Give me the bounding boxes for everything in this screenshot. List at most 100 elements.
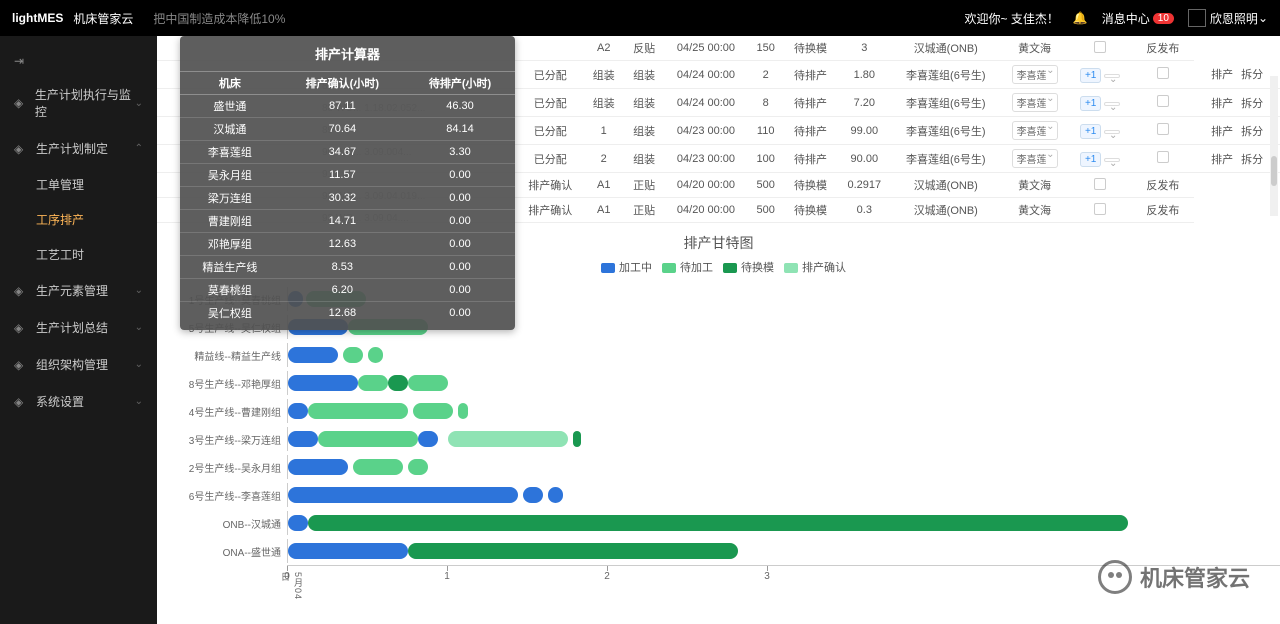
nav-sub-item[interactable]: 工艺工时	[0, 237, 157, 272]
row-action[interactable]: 排产	[1211, 69, 1233, 81]
gantt-segment[interactable]	[288, 459, 348, 475]
bell-icon[interactable]: 🔔	[1073, 11, 1088, 25]
more-dropdown[interactable]	[1104, 74, 1120, 78]
row-checkbox[interactable]	[1157, 123, 1169, 135]
nav-group[interactable]: ◈生产计划总结⌄	[0, 309, 157, 346]
gantt-row-label: 6号生产线--李喜莲组	[167, 488, 287, 503]
product-name: 机床管家云	[73, 10, 133, 27]
row-action[interactable]: 拆分	[1241, 154, 1263, 166]
welcome-text: 欢迎你~ 支佳杰！	[964, 10, 1058, 27]
calc-row: 盛世通87.1146.30	[180, 95, 515, 118]
calc-row: 曹建刚组14.710.00	[180, 210, 515, 233]
chevron-icon: ⌃	[135, 143, 143, 154]
more-dropdown[interactable]	[1104, 130, 1120, 134]
nav-sub-item[interactable]: 工序排产	[0, 202, 157, 237]
gantt-segment[interactable]	[388, 375, 408, 391]
table-scrollbar[interactable]	[1270, 76, 1278, 216]
sidebar: ⇥ ◈生产计划执行与监控⌄◈生产计划制定⌃工单管理工序排产工艺工时◈生产元素管理…	[0, 36, 157, 624]
gantt-segment[interactable]	[308, 515, 1128, 531]
gantt-segment[interactable]	[523, 487, 543, 503]
calculator-tooltip: 排产计算器 机床排产确认(小时)待排产(小时)盛世通87.1146.30汉城通7…	[180, 36, 515, 330]
gantt-segment[interactable]	[573, 431, 581, 447]
axis-tick: 2	[597, 566, 617, 582]
gantt-segment[interactable]	[448, 431, 568, 447]
gantt-segment[interactable]	[318, 431, 418, 447]
assignee-dropdown[interactable]: 李喜莲	[1012, 65, 1058, 84]
row-checkbox[interactable]	[1094, 41, 1106, 53]
message-center[interactable]: 消息中心10	[1102, 10, 1174, 27]
gantt-segment[interactable]	[548, 487, 563, 503]
more-dropdown[interactable]	[1104, 158, 1120, 162]
gantt-row: 4号生产线--曹建刚组	[167, 397, 1250, 425]
gantt-segment[interactable]	[288, 431, 318, 447]
chevron-icon: ⌄	[135, 359, 143, 370]
row-action[interactable]: 拆分	[1241, 98, 1263, 110]
legend-swatch	[601, 263, 615, 273]
gantt-segment[interactable]	[408, 459, 428, 475]
gantt-segment[interactable]	[458, 403, 468, 419]
row-checkbox[interactable]	[1157, 67, 1169, 79]
sidebar-toggle-icon[interactable]: ⇥	[0, 46, 157, 76]
axis-tick: 1	[437, 566, 457, 582]
more-dropdown[interactable]	[1104, 102, 1120, 106]
row-checkbox[interactable]	[1094, 178, 1106, 190]
row-action[interactable]: 拆分	[1241, 126, 1263, 138]
row-action[interactable]: 反发布	[1146, 43, 1179, 55]
gantt-segment[interactable]	[288, 347, 338, 363]
plus-tag[interactable]: +1	[1080, 124, 1101, 139]
row-checkbox[interactable]	[1094, 203, 1106, 215]
gantt-row-label: 精益线--精益生产线	[167, 348, 287, 363]
gantt-row: 2号生产线--吴永月组	[167, 453, 1250, 481]
gantt-segment[interactable]	[418, 431, 438, 447]
gantt-segment[interactable]	[368, 347, 383, 363]
gantt-segment[interactable]	[408, 543, 738, 559]
row-action[interactable]: 反发布	[1146, 205, 1179, 217]
nav-group[interactable]: ◈生产计划制定⌃	[0, 130, 157, 167]
gantt-segment[interactable]	[353, 459, 403, 475]
row-action[interactable]: 排产	[1211, 126, 1233, 138]
gantt-segment[interactable]	[358, 375, 388, 391]
avatar	[1188, 9, 1206, 27]
gantt-segment[interactable]	[343, 347, 363, 363]
gantt-segment[interactable]	[288, 543, 408, 559]
plus-tag[interactable]: +1	[1080, 68, 1101, 83]
gantt-row-label: 8号生产线--邓艳厚组	[167, 376, 287, 391]
calc-row: 吴仁权组12.680.00	[180, 302, 515, 325]
nav-icon: ◈	[14, 96, 27, 110]
gantt-row-label: 4号生产线--曹建刚组	[167, 404, 287, 419]
plus-tag[interactable]: +1	[1080, 152, 1101, 167]
assignee-dropdown[interactable]: 李喜莲	[1012, 149, 1058, 168]
row-action[interactable]: 反发布	[1146, 180, 1179, 192]
nav-group[interactable]: ◈系统设置⌄	[0, 383, 157, 420]
row-action[interactable]: 排产	[1211, 98, 1233, 110]
assignee-dropdown[interactable]: 李喜莲	[1012, 93, 1058, 112]
gantt-segment[interactable]	[308, 403, 408, 419]
chevron-icon: ⌄	[135, 285, 143, 296]
calc-row: 莫春桃组6.200.00	[180, 279, 515, 302]
chevron-icon: ⌄	[135, 98, 143, 109]
row-action[interactable]: 排产	[1211, 154, 1233, 166]
calc-row: 李喜莲组34.673.30	[180, 141, 515, 164]
nav-group[interactable]: ◈生产计划执行与监控⌄	[0, 76, 157, 130]
calc-title: 排产计算器	[180, 36, 515, 71]
row-checkbox[interactable]	[1157, 95, 1169, 107]
plus-tag[interactable]: +1	[1080, 96, 1101, 111]
gantt-segment[interactable]	[288, 375, 358, 391]
gantt-segment[interactable]	[413, 403, 453, 419]
user-menu[interactable]: 欣恩照明 ⌄	[1188, 9, 1268, 27]
slogan: 把中国制造成本降低10%	[153, 10, 285, 27]
gantt-segment[interactable]	[288, 515, 308, 531]
nav-group[interactable]: ◈生产元素管理⌄	[0, 272, 157, 309]
legend-swatch	[723, 263, 737, 273]
gantt-row-label: 3号生产线--梁万连组	[167, 432, 287, 447]
row-action[interactable]: 拆分	[1241, 69, 1263, 81]
nav-sub-item[interactable]: 工单管理	[0, 167, 157, 202]
gantt-segment[interactable]	[288, 403, 308, 419]
gantt-segment[interactable]	[288, 487, 518, 503]
assignee-dropdown[interactable]: 李喜莲	[1012, 121, 1058, 140]
axis-tick: 0	[277, 566, 297, 582]
row-checkbox[interactable]	[1157, 151, 1169, 163]
nav-group[interactable]: ◈组织架构管理⌄	[0, 346, 157, 383]
gantt-row: 6号生产线--李喜莲组	[167, 481, 1250, 509]
gantt-segment[interactable]	[408, 375, 448, 391]
